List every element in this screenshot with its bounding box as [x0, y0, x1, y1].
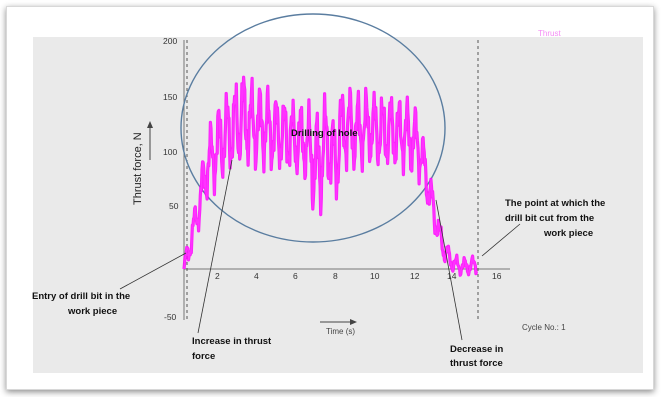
y-axis-label: Thrust force, N: [132, 132, 144, 205]
figure-background-panel: [33, 37, 643, 373]
thrust-force-line-highlight: [183, 77, 478, 278]
exit-pointer: [481, 223, 521, 257]
drilling-of-hole-label: Drilling of hole: [291, 128, 358, 139]
increase-label-line1: Increase in thrust: [192, 336, 272, 347]
y-tick-150: 150: [163, 92, 177, 102]
entry-pointer: [119, 252, 187, 290]
exit-label-line1: The point at which the: [505, 198, 605, 209]
x-tick-4: 4: [254, 271, 259, 281]
exit-label-line2: drill bit cut from the: [505, 213, 594, 224]
y-label-arrowhead: [147, 121, 153, 128]
x-axis-label: Time (s): [326, 327, 355, 336]
x-label-arrowhead: [350, 319, 357, 325]
x-tick-16: 16: [492, 271, 502, 281]
exit-label-line3: work piece: [543, 228, 593, 239]
y-tick-50: 50: [169, 201, 179, 211]
x-tick-8: 8: [333, 271, 338, 281]
entry-label-line2: work piece: [67, 306, 117, 317]
x-tick-2: 2: [215, 271, 220, 281]
figure-frame: [6, 6, 654, 390]
decrease-label-line1: Decrease in: [450, 344, 504, 355]
increase-pointer: [197, 159, 233, 334]
x-tick-12: 12: [410, 271, 420, 281]
legend-fragment: Thrust: [538, 29, 561, 38]
y-tick-100: 100: [163, 147, 177, 157]
cycle-number: Cycle No.: 1: [522, 323, 566, 332]
thrust-force-series: [182, 75, 479, 278]
decrease-label-line2: thrust force: [450, 358, 503, 369]
x-tick-10: 10: [370, 271, 380, 281]
increase-label-line2: force: [192, 351, 215, 362]
decrease-pointer: [435, 199, 463, 341]
y-tick-200: 200: [163, 36, 177, 46]
y-tick-minus50: -50: [164, 312, 177, 322]
entry-label-line1: Entry of drill bit in the: [32, 291, 130, 302]
x-tick-14: 14: [447, 271, 457, 281]
x-tick-6: 6: [293, 271, 298, 281]
drilling-ellipse: [180, 13, 446, 243]
